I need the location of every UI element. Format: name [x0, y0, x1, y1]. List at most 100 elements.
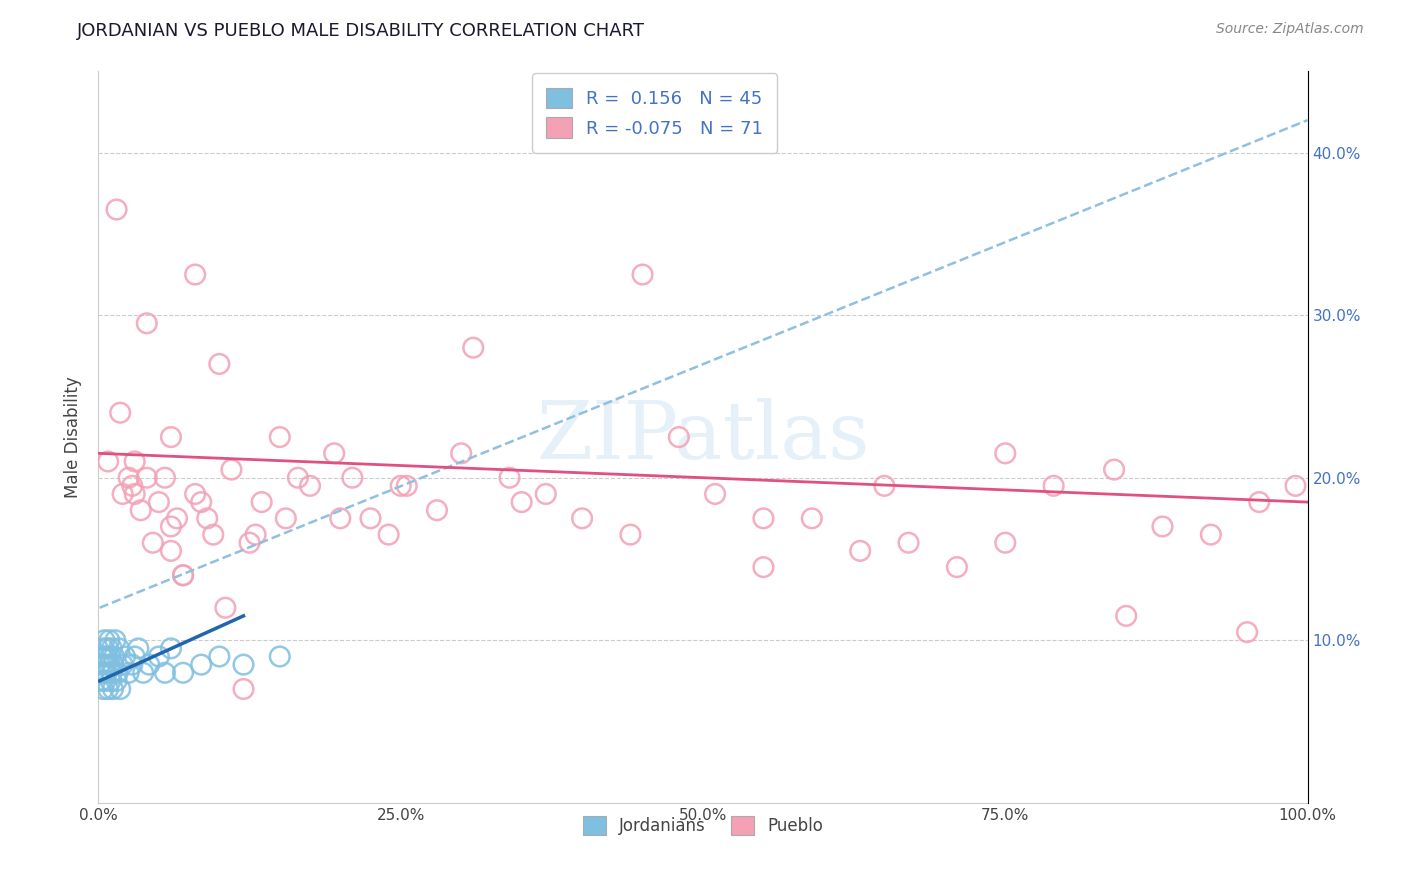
Point [342, 471, 364, 485]
Point [100, 673, 122, 688]
Point [142, 535, 165, 549]
Point [98, 657, 121, 672]
Point [287, 471, 309, 485]
Point [108, 641, 131, 656]
Point [752, 560, 775, 574]
Point [190, 657, 212, 672]
Point [114, 649, 136, 664]
Point [274, 511, 297, 525]
Point [148, 649, 170, 664]
Point [138, 657, 160, 672]
Point [631, 268, 654, 282]
Point [1152, 519, 1174, 533]
Point [1199, 527, 1222, 541]
Text: ZIPatlas: ZIPatlas [536, 398, 870, 476]
Point [704, 487, 727, 501]
Point [1236, 625, 1258, 640]
Point [153, 665, 176, 680]
Y-axis label: Male Disability: Male Disability [65, 376, 83, 498]
Point [1249, 495, 1271, 509]
Point [100, 641, 122, 656]
Point [172, 665, 194, 680]
Point [108, 681, 131, 696]
Point [946, 560, 969, 574]
Point [184, 487, 207, 501]
Point [129, 503, 152, 517]
Point [96, 665, 118, 680]
Point [498, 471, 520, 485]
Point [124, 487, 146, 501]
Point [269, 430, 291, 444]
Point [1042, 479, 1064, 493]
Point [208, 649, 231, 664]
Point [127, 641, 149, 656]
Point [329, 511, 352, 525]
Point [91, 641, 114, 656]
Point [239, 535, 262, 549]
Point [1115, 608, 1137, 623]
Point [668, 430, 690, 444]
Point [160, 519, 183, 533]
Point [463, 341, 485, 355]
Point [118, 471, 141, 485]
Text: JORDANIAN VS PUEBLO MALE DISABILITY CORRELATION CHART: JORDANIAN VS PUEBLO MALE DISABILITY CORR… [77, 22, 645, 40]
Point [994, 446, 1017, 460]
Point [111, 657, 134, 672]
Point [111, 487, 134, 501]
Point [994, 535, 1017, 549]
Point [160, 430, 183, 444]
Point [91, 681, 114, 696]
Point [100, 665, 122, 680]
Point [450, 446, 472, 460]
Text: Source: ZipAtlas.com: Source: ZipAtlas.com [1216, 22, 1364, 37]
Point [619, 527, 641, 541]
Point [98, 633, 121, 648]
Point [93, 665, 115, 680]
Point [148, 495, 170, 509]
Point [100, 649, 122, 664]
Point [377, 527, 399, 541]
Point [360, 511, 382, 525]
Point [135, 316, 157, 330]
Point [101, 681, 124, 696]
Point [510, 495, 533, 509]
Point [96, 649, 118, 664]
Point [135, 471, 157, 485]
Point [172, 568, 194, 582]
Point [250, 495, 273, 509]
Point [107, 665, 129, 680]
Point [91, 665, 114, 680]
Point [184, 268, 207, 282]
Point [121, 657, 143, 672]
Point [103, 649, 125, 664]
Point [897, 535, 920, 549]
Point [90, 673, 112, 688]
Point [93, 649, 115, 664]
Point [121, 479, 143, 493]
Point [91, 649, 114, 664]
Point [534, 487, 557, 501]
Point [160, 544, 183, 558]
Point [94, 673, 117, 688]
Point [89, 657, 111, 672]
Point [105, 202, 128, 217]
Point [245, 527, 267, 541]
Point [221, 462, 243, 476]
Point [105, 673, 128, 688]
Point [190, 495, 212, 509]
Point [97, 454, 120, 468]
Legend: Jordanians, Pueblo: Jordanians, Pueblo [576, 809, 830, 842]
Point [269, 649, 291, 664]
Point [571, 511, 593, 525]
Point [426, 503, 449, 517]
Point [195, 511, 218, 525]
Point [1284, 479, 1306, 493]
Point [232, 657, 254, 672]
Point [108, 406, 131, 420]
Point [389, 479, 412, 493]
Point [299, 479, 322, 493]
Point [104, 633, 127, 648]
Point [93, 633, 115, 648]
Point [323, 446, 346, 460]
Point [232, 681, 254, 696]
